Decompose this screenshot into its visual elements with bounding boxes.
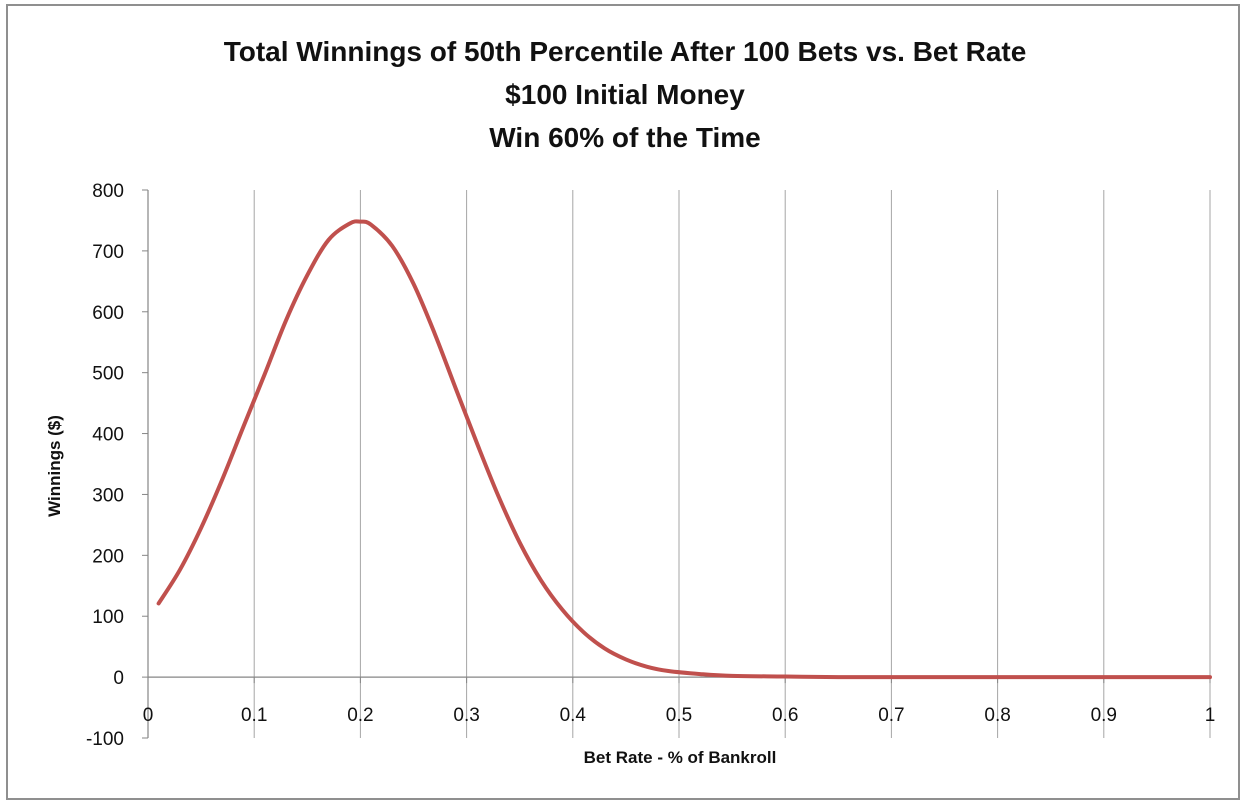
x-tick-label: 0.8 xyxy=(984,705,1010,726)
x-tick-label: 0.6 xyxy=(772,705,798,726)
x-tick-label: 0.2 xyxy=(347,705,373,726)
y-axis-label: Winnings ($) xyxy=(45,415,64,517)
chart-title-line-1: Total Winnings of 50th Percentile After … xyxy=(223,36,1027,67)
chart-title: Total Winnings of 50th Percentile After … xyxy=(0,30,1250,159)
x-tick-label: 1 xyxy=(1205,705,1216,726)
x-tick-label: 0.9 xyxy=(1091,705,1117,726)
chart-title-line-3: Win 60% of the Time xyxy=(489,122,761,153)
y-tick-label: 100 xyxy=(92,607,124,628)
x-tick-label: 0.1 xyxy=(241,705,267,726)
y-tick-label: -100 xyxy=(86,729,124,750)
y-tick-label: 300 xyxy=(92,485,124,506)
x-tick-label: 0.3 xyxy=(453,705,479,726)
y-tick-label: 400 xyxy=(92,425,124,446)
chart-frame xyxy=(6,4,1240,800)
y-tick-label: 500 xyxy=(92,364,124,385)
y-tick-label: 0 xyxy=(113,668,124,689)
y-tick-label: 800 xyxy=(92,181,124,202)
y-tick-label: 200 xyxy=(92,546,124,567)
y-tick-label: 600 xyxy=(92,303,124,324)
x-tick-label: 0.4 xyxy=(560,705,587,726)
y-tick-label: 700 xyxy=(92,242,124,263)
series-line xyxy=(156,219,1212,680)
x-tick-label: 0 xyxy=(143,705,154,726)
x-tick-label: 0.7 xyxy=(878,705,904,726)
chart-title-line-2: $100 Initial Money xyxy=(505,79,745,110)
x-tick-label: 0.5 xyxy=(666,705,692,726)
x-axis-label: Bet Rate - % of Bankroll xyxy=(584,748,777,767)
